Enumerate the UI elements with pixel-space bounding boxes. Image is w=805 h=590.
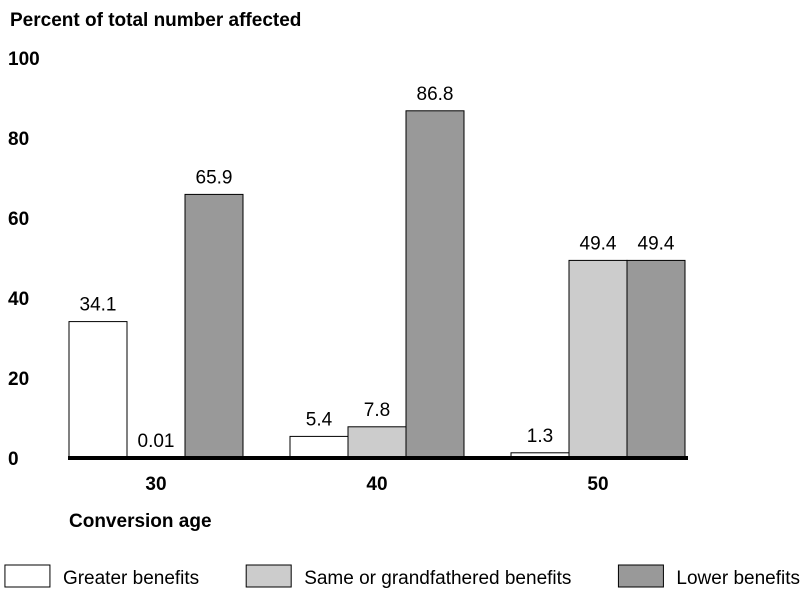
y-tick-label: 40 [8,289,29,310]
legend-label: Lower benefits [676,568,800,589]
data-labels: 34.1 0.01 65.9 5.4 7.8 86.8 1.3 49.4 49.4 [80,84,675,452]
legend-swatch [245,564,292,588]
data-label: 34.1 [80,295,117,316]
y-tick-label: 0 [8,449,19,470]
data-label: 0.01 [138,431,175,452]
data-label: 7.8 [364,400,390,421]
y-tick-label: 100 [8,49,40,70]
x-ticks: 30 40 50 [145,474,608,495]
bar [289,435,349,459]
x-tick-label: 30 [145,474,166,495]
bar [626,259,686,459]
y-axis-label: Percent of total number affected [10,10,301,31]
x-axis-label: Conversion age [69,511,212,532]
bar [184,193,244,459]
bar [568,259,628,459]
bar [68,321,128,459]
data-label: 49.4 [580,233,617,254]
legend: Greater benefits Same or grandfathered be… [4,564,800,589]
y-tick-label: 80 [8,129,29,150]
bar [347,426,407,459]
legend-label: Greater benefits [63,568,199,589]
data-label: 1.3 [527,426,553,447]
legend-label: Same or grandfathered benefits [304,568,571,589]
x-tick-label: 50 [587,474,608,495]
x-tick-label: 40 [366,474,387,495]
y-ticks: 0 20 40 60 80 100 [8,49,40,470]
data-label: 65.9 [196,167,233,188]
legend-swatch [4,564,51,588]
data-label: 86.8 [417,84,454,105]
data-label: 5.4 [306,409,333,430]
legend-swatch [617,564,664,588]
bars [68,110,686,459]
y-tick-label: 20 [8,369,29,390]
bar [405,110,465,459]
y-tick-label: 60 [8,209,29,230]
data-label: 49.4 [638,233,675,254]
